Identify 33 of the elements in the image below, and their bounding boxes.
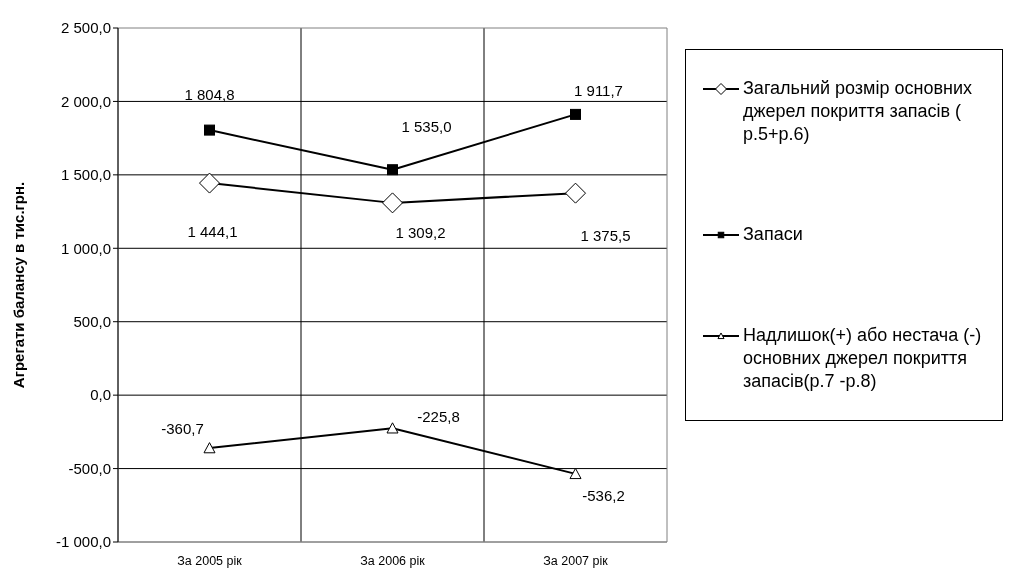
- point: [570, 108, 581, 120]
- y-tick-label: 2 500,0: [60, 19, 111, 37]
- data-label: 1 444,1: [187, 222, 238, 240]
- data-label: 1 375,5: [580, 226, 631, 244]
- legend-label: Надлишок(+) або нестача (-) основних джерел покриття запасів(р.7 -р.8): [743, 323, 983, 393]
- point: [204, 124, 215, 136]
- x-tick-label: За 2005 рік: [177, 553, 243, 568]
- y-tick-label: 2 000,0: [60, 92, 111, 110]
- x-tick-label: За 2006 рік: [360, 553, 426, 568]
- point: [386, 422, 399, 434]
- data-label: 1 804,8: [184, 85, 235, 103]
- y-axis-title: Агрегати балансу в тис.грн.: [9, 181, 27, 389]
- data-label: 1 309,2: [395, 224, 446, 242]
- point: [387, 164, 398, 176]
- y-tick-label: -1 000,0: [55, 533, 111, 551]
- y-tick-label: -500,0: [68, 459, 111, 477]
- point: [199, 172, 220, 194]
- legend-label: Запаси: [743, 223, 804, 247]
- data-label: -360,7: [161, 419, 204, 437]
- y-tick-label: 0,0: [90, 386, 111, 404]
- data-label: 1 911,7: [574, 81, 623, 99]
- x-tick-label: За 2007 рік: [543, 553, 609, 568]
- y-tick-label: 500,0: [73, 313, 111, 331]
- data-label: 1 535,0: [401, 118, 452, 136]
- point: [203, 442, 216, 454]
- point: [382, 192, 403, 214]
- legend-label: Загальний розмір основних джерел покриття запасів ( р.5+р.6): [743, 77, 973, 147]
- point: [565, 182, 586, 204]
- data-label: -225,8: [417, 407, 460, 425]
- y-tick-label: 1 000,0: [60, 239, 111, 257]
- data-label: -536,2: [582, 487, 625, 505]
- y-tick-label: 1 500,0: [60, 166, 111, 184]
- point: [569, 467, 582, 480]
